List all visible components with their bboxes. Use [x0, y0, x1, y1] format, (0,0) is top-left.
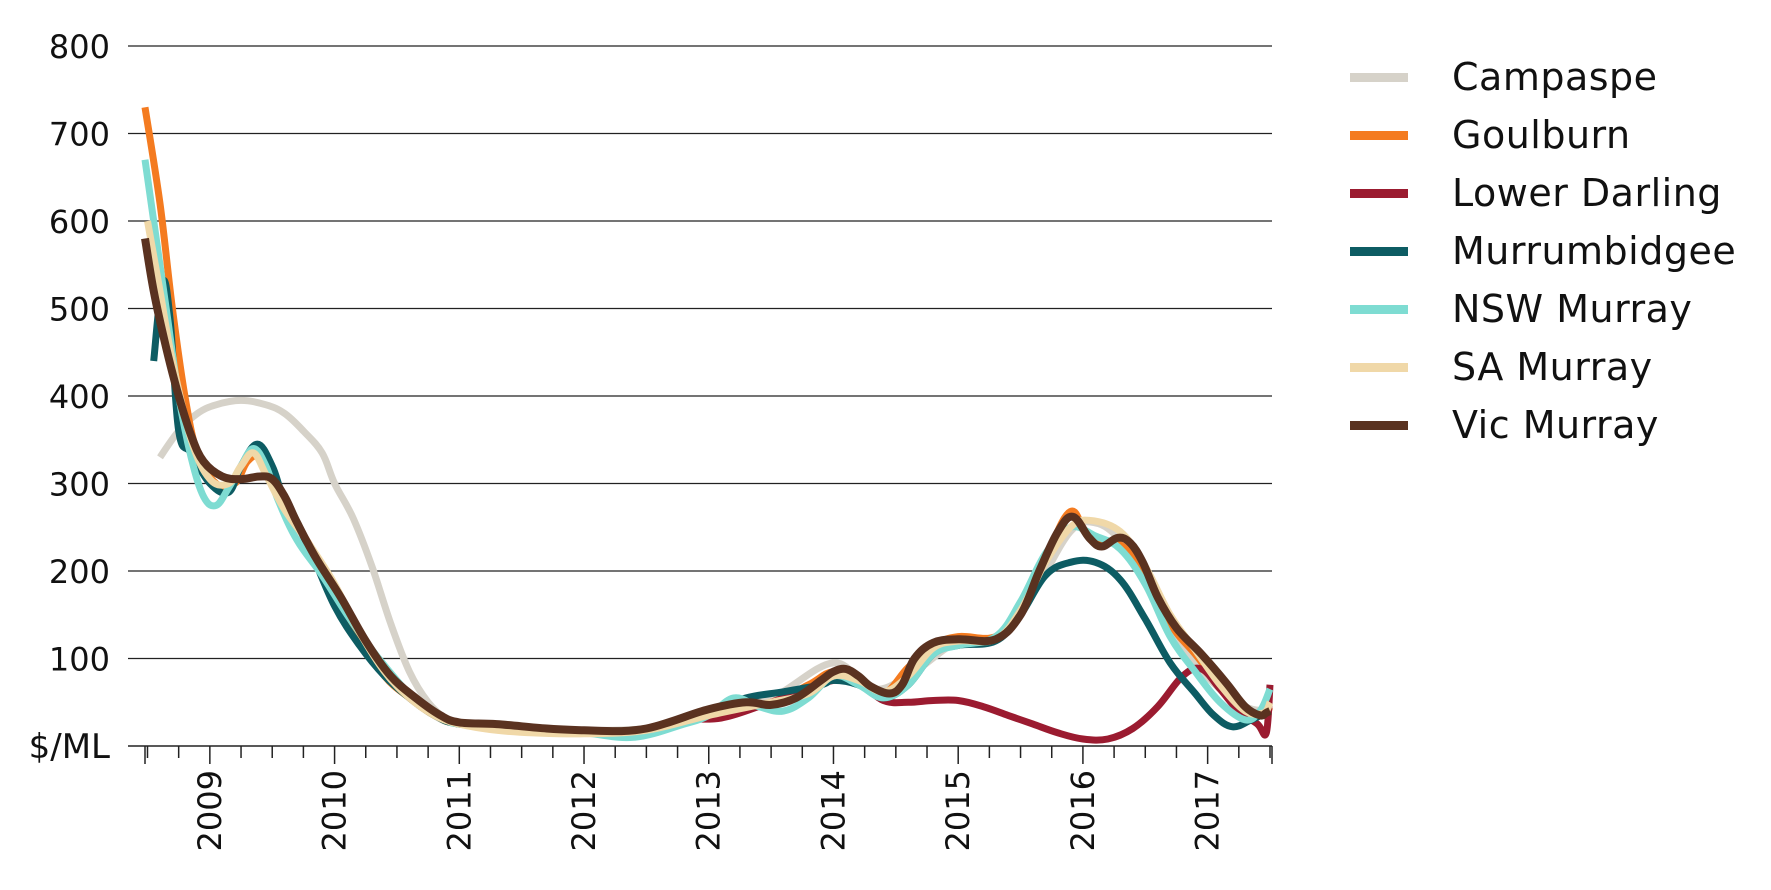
legend-item-goulburn: Goulburn — [1350, 106, 1760, 164]
x-tick-label: 2010 — [316, 770, 354, 851]
legend-swatch — [1350, 362, 1408, 372]
legend-label: NSW Murray — [1452, 287, 1693, 331]
legend-item-lower-darling: Lower Darling — [1350, 164, 1760, 222]
y-axis-label: $/ML — [29, 727, 110, 767]
legend-item-murrumbidgee: Murrumbidgee — [1350, 222, 1760, 280]
x-tick-label: 2015 — [939, 770, 977, 851]
y-tick-label: 400 — [49, 378, 110, 416]
y-tick-label: 100 — [49, 641, 110, 679]
legend-item-sa-murray: SA Murray — [1350, 338, 1760, 396]
legend-label: Campaspe — [1452, 55, 1658, 99]
x-tick-label: 2012 — [565, 770, 603, 851]
legend-label: SA Murray — [1452, 345, 1653, 389]
chart-legend: Campaspe Goulburn Lower Darling Murrumbidge… — [1350, 48, 1760, 454]
legend-swatch — [1350, 188, 1408, 198]
y-tick-label: 300 — [49, 466, 110, 504]
x-tick-label: 2013 — [690, 770, 728, 851]
legend-label: Lower Darling — [1452, 171, 1722, 215]
x-tick-label: 2014 — [814, 770, 852, 851]
legend-swatch — [1350, 72, 1408, 82]
x-tick-label: 2016 — [1064, 770, 1102, 851]
series-line-murrumbidgee — [150, 276, 1272, 737]
series-lines — [141, 106, 1274, 744]
x-tick-label: 2009 — [191, 770, 229, 851]
gridlines: 800 700 600 500 400 300 200 100 — [49, 28, 1272, 679]
legend-item-campaspe: Campaspe — [1350, 48, 1760, 106]
legend-swatch — [1350, 130, 1408, 140]
legend-label: Vic Murray — [1452, 403, 1659, 447]
legend-swatch — [1350, 304, 1408, 314]
series-line-sa-murray — [144, 220, 1274, 738]
x-tick-label: 2017 — [1189, 770, 1227, 851]
x-tick-label: 2011 — [440, 770, 478, 851]
legend-label: Murrumbidgee — [1452, 229, 1737, 273]
y-tick-label: 200 — [49, 553, 110, 591]
y-tick-label: 700 — [49, 116, 110, 154]
series-line-vic-murray — [141, 237, 1272, 736]
legend-item-vic-murray: Vic Murray — [1350, 396, 1760, 454]
legend-swatch — [1350, 420, 1408, 430]
y-tick-label: 500 — [49, 291, 110, 329]
y-tick-label: 600 — [49, 203, 110, 241]
series-line-nsw-murray — [141, 159, 1274, 742]
series-line-goulburn — [141, 106, 1274, 737]
y-tick-label: 800 — [49, 28, 110, 66]
legend-label: Goulburn — [1452, 113, 1631, 157]
legend-swatch — [1350, 246, 1408, 256]
legend-item-nsw-murray: NSW Murray — [1350, 280, 1760, 338]
axes: 2009 2010 2011 2012 2013 2014 2015 2016 2017 — [128, 745, 1273, 851]
